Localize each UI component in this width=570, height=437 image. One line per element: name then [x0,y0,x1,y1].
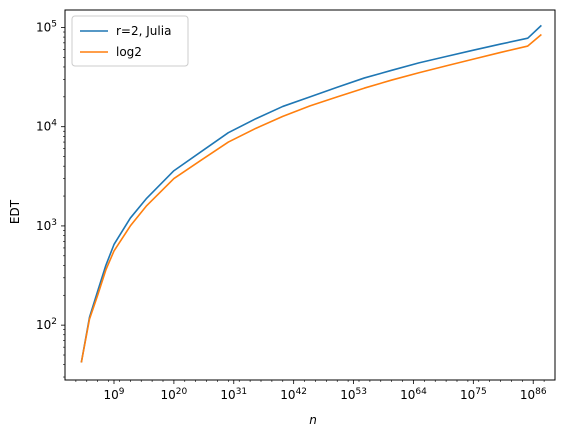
legend-label-0: r=2, Julia [116,24,171,38]
x-axis-label: n [309,413,317,427]
x-tick-label: 1086 [520,387,547,402]
x-tick-label: 1031 [220,387,247,402]
plot-frame [64,9,556,381]
x-tick-label: 1042 [280,387,307,402]
y-tick-label: 104 [36,119,57,134]
legend: r=2, Julia log2 [71,15,189,67]
x-tick-label: 1075 [460,387,487,402]
legend-box [71,15,189,67]
x-tick-label: 1020 [161,387,188,402]
y-tick-label: 105 [36,19,57,34]
x-tick-label: 109 [103,387,124,402]
x-tick-label: 1064 [400,387,427,402]
legend-label-1: log2 [116,45,142,59]
y-axis-label: EDT [8,199,22,224]
y-tick-label: 102 [36,317,57,332]
x-tick-label: 1053 [340,387,367,402]
series-layer [80,24,542,363]
series-line-1 [80,33,542,363]
plot-area [64,9,556,381]
x-axis: 109 1020 1031 1042 1053 1064 1075 1086 [75,380,547,402]
y-tick-label: 103 [36,218,57,233]
y-axis: 102 103 104 105 [36,19,65,378]
series-line-0 [80,24,542,363]
